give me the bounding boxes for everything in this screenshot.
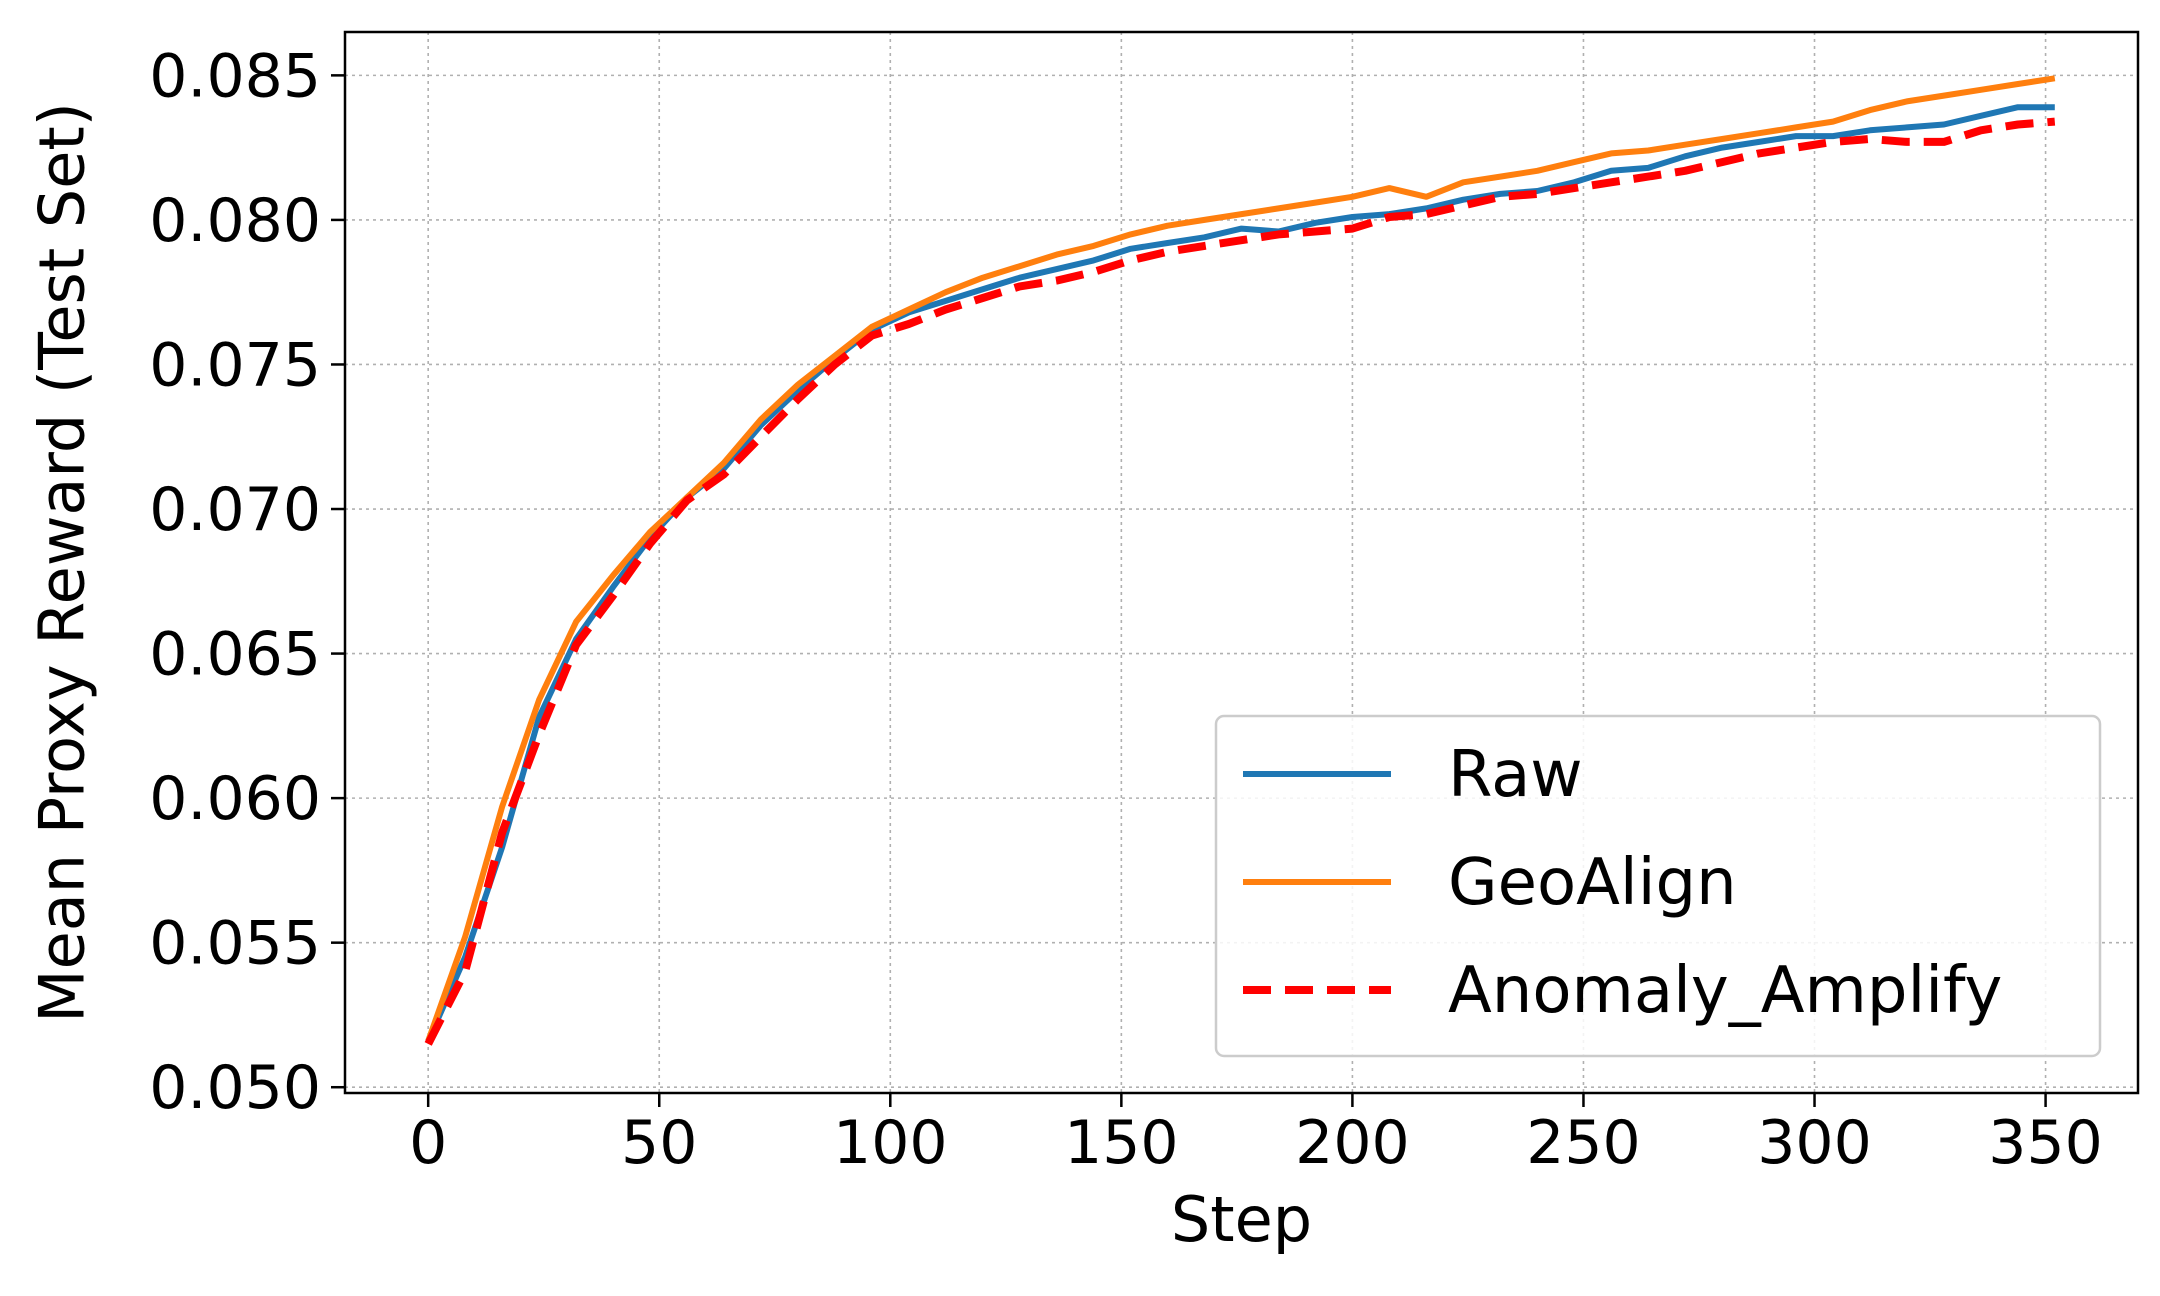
plot-frame [343,30,2140,1095]
x-tick-label: 100 [833,1108,948,1178]
x-tick-label: 200 [1295,1108,1410,1178]
legend-label: Raw [1448,738,1583,812]
x-axis-label: Step [1171,1183,1312,1256]
y-tick-label: 0.050 [149,1053,321,1123]
x-tick-label: 0 [409,1108,447,1178]
y-tick-label: 0.055 [149,909,321,979]
series-lines [424,75,2056,1046]
x-tick-label: 350 [1988,1108,2103,1178]
axis-ticks: 0 50 100 150 200 250 300 350 0.050 0.055 0.060 0.06… [149,41,2103,1178]
series-line-anomaly-amplify [424,117,2056,1046]
legend-label: GeoAlign [1448,846,1737,920]
y-tick-label: 0.060 [149,764,321,834]
y-tick-label: 0.080 [149,186,321,256]
x-tick-label: 50 [621,1108,697,1178]
series-line-geoalign [425,75,2056,1043]
y-tick-label: 0.075 [149,330,321,400]
x-tick-label: 150 [1064,1108,1179,1178]
y-tick-label: 0.085 [149,41,321,111]
x-tick-label: 300 [1757,1108,1872,1178]
y-axis-label: Mean Proxy Reward (Test Set) [26,102,99,1023]
legend-label: Anomaly_Amplify [1448,954,2002,1028]
legend: Raw GeoAlign Anomaly_Amplify [1214,714,2102,1058]
y-tick-label: 0.065 [149,620,321,690]
y-tick-label: 0.070 [149,475,321,545]
x-tick-label: 250 [1526,1108,1641,1178]
legend-box [1214,714,2102,1058]
